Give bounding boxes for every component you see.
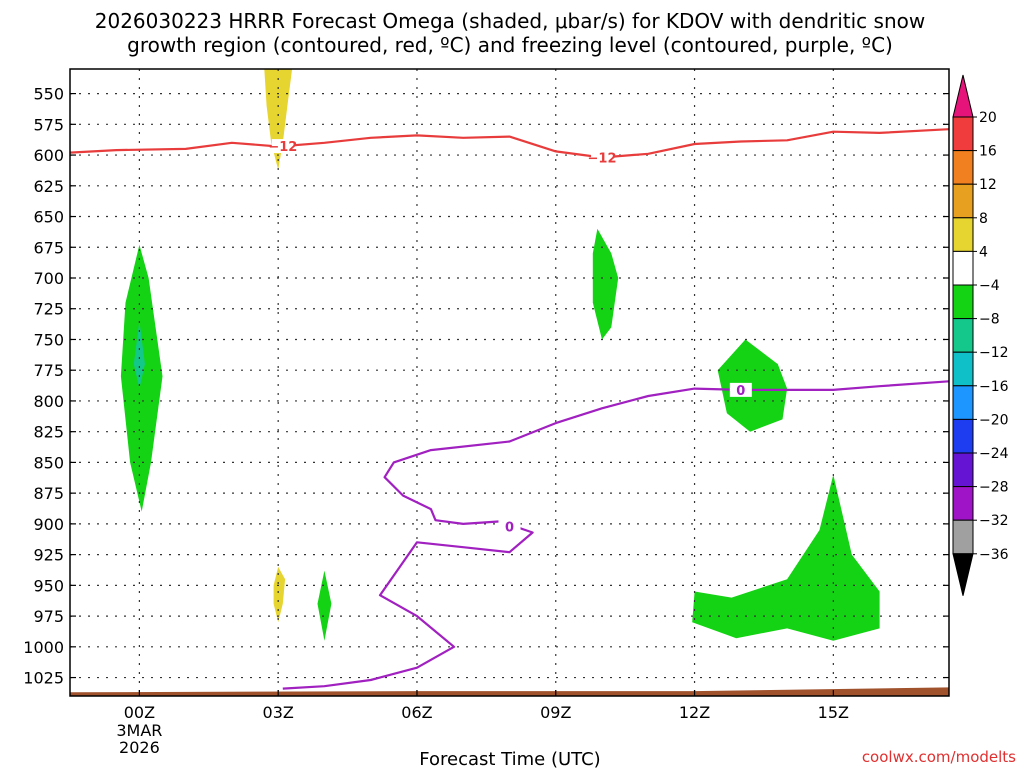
y-tick-label-650: 650: [33, 208, 64, 227]
x-tick-label-09Z: 09Z: [540, 703, 571, 722]
y-tick-label-575: 575: [33, 115, 64, 134]
y-tick-label-600: 600: [33, 146, 64, 165]
colorbar-swatch-0: [952, 116, 974, 152]
colorbar-label-1: 16: [979, 144, 997, 160]
freezing-level-contour-label-bg-1: [729, 382, 752, 397]
y-tick-label-900: 900: [33, 515, 64, 534]
colorbar-swatch-11: [952, 486, 974, 521]
colorbar-label-4: 4: [979, 244, 988, 260]
chart-title-line-2: growth region (contoured, red, ºC) and f…: [127, 33, 893, 57]
omega-region-4: [317, 570, 332, 641]
y-tick-label-700: 700: [33, 269, 64, 288]
y-tick-label-800: 800: [33, 392, 64, 411]
omega-region-5: [592, 228, 619, 340]
y-tick-label-625: 625: [33, 177, 64, 196]
colorbar-swatch-10: [952, 452, 974, 488]
dgz-minus12-contour-label-1: −12: [588, 152, 617, 167]
y-tick-label-975: 975: [33, 607, 64, 626]
freezing-level-contour-label-1: 0: [736, 384, 745, 399]
x-tick-sublabel-0: 3MAR: [116, 721, 162, 740]
grid-layer: [70, 69, 949, 696]
contour-layer: −12 −12 0 0: [70, 128, 949, 690]
y-tick-label-1000: 1000: [23, 638, 64, 657]
y-tick-label-925: 925: [33, 546, 64, 565]
omega-shaded-layer: [120, 69, 880, 641]
colorbar-swatch-3: [952, 217, 974, 252]
colorbar-label-10: −24: [979, 446, 1009, 462]
colorbar-label-7: −12: [979, 345, 1009, 361]
colorbar-label-2: 12: [979, 177, 997, 193]
y-tick-label-850: 850: [33, 453, 64, 472]
dgz-minus12-contour-label-0: −12: [268, 140, 297, 155]
colorbar-label-9: −20: [979, 412, 1009, 428]
x-tick-label-12Z: 12Z: [679, 703, 710, 722]
x-tick-sublabel-1: 2026: [119, 738, 160, 757]
colorbar-swatch-2: [952, 183, 974, 219]
colorbar-swatch-8: [952, 385, 974, 420]
y-tick-label-950: 950: [33, 576, 64, 595]
freezing-level-contour: [282, 380, 949, 690]
y-axis: 550 575 600 625 650 675 700 725 750 775 800 825 850 8…: [23, 85, 949, 688]
omega-region-6: [717, 339, 788, 432]
colorbar-label-8: −16: [979, 379, 1009, 395]
colorbar-label-3: 8: [979, 211, 988, 227]
colorbar-swatch-12: [952, 519, 974, 555]
dgz-minus12-contour-label-bg-1: [591, 150, 614, 165]
y-tick-label-1025: 1025: [23, 669, 64, 688]
freezing-level-contour-label-0: 0: [505, 520, 514, 535]
credit-text[interactable]: coolwx.com/modelts: [862, 748, 1016, 766]
colorbar-label-13: −36: [979, 547, 1009, 563]
colorbar-swatch-6: [952, 318, 974, 353]
colorbar-label-0: 20: [979, 110, 997, 126]
colorbar: 20 16 12 8 4 −4 −8 −12 −16 −20 −24 −28 −32 −36: [952, 74, 1009, 596]
dgz-minus12-contour: [70, 128, 949, 159]
colorbar-swatch-7: [952, 351, 974, 387]
plot-frame: [69, 68, 950, 697]
y-tick-label-875: 875: [33, 484, 64, 503]
colorbar-label-6: −8: [979, 312, 1000, 328]
chart-title-line-1: 2026030223 HRRR Forecast Omega (shaded, …: [95, 9, 925, 33]
ground-layer: [70, 687, 949, 696]
omega-region-7: [692, 474, 880, 641]
terrain-surface: [70, 687, 949, 696]
omega-region-3: [133, 321, 145, 389]
omega-region-0: [264, 69, 293, 170]
colorbar-swatch-1: [952, 150, 974, 185]
colorbar-label-11: −28: [979, 480, 1009, 496]
y-tick-label-725: 725: [33, 300, 64, 319]
y-tick-label-750: 750: [33, 330, 64, 349]
colorbar-label-12: −32: [979, 513, 1009, 529]
x-axis-title: Forecast Time (UTC): [419, 749, 600, 768]
y-tick-label-775: 775: [33, 361, 64, 380]
colorbar-top-arrow: [952, 74, 974, 118]
colorbar-swatch-9: [952, 418, 974, 454]
colorbar-bottom-arrow: [952, 553, 974, 596]
y-tick-label-675: 675: [33, 238, 64, 257]
x-tick-label-06Z: 06Z: [401, 703, 432, 722]
y-tick-label-550: 550: [33, 85, 64, 104]
colorbar-label-5: −4: [979, 278, 1000, 294]
omega-region-1: [273, 566, 286, 623]
x-tick-label-15Z: 15Z: [818, 703, 849, 722]
dgz-minus12-contour-label-bg-0: [271, 139, 294, 154]
colorbar-swatch-5: [952, 284, 974, 320]
y-tick-label-825: 825: [33, 423, 64, 442]
x-tick-label-00Z: 00Z: [124, 703, 155, 722]
plot-area: −12 −12 0 0: [70, 69, 949, 696]
freezing-level-contour-label-bg-0: [498, 519, 521, 534]
colorbar-swatch-4: [952, 250, 974, 286]
x-tick-label-03Z: 03Z: [263, 703, 294, 722]
